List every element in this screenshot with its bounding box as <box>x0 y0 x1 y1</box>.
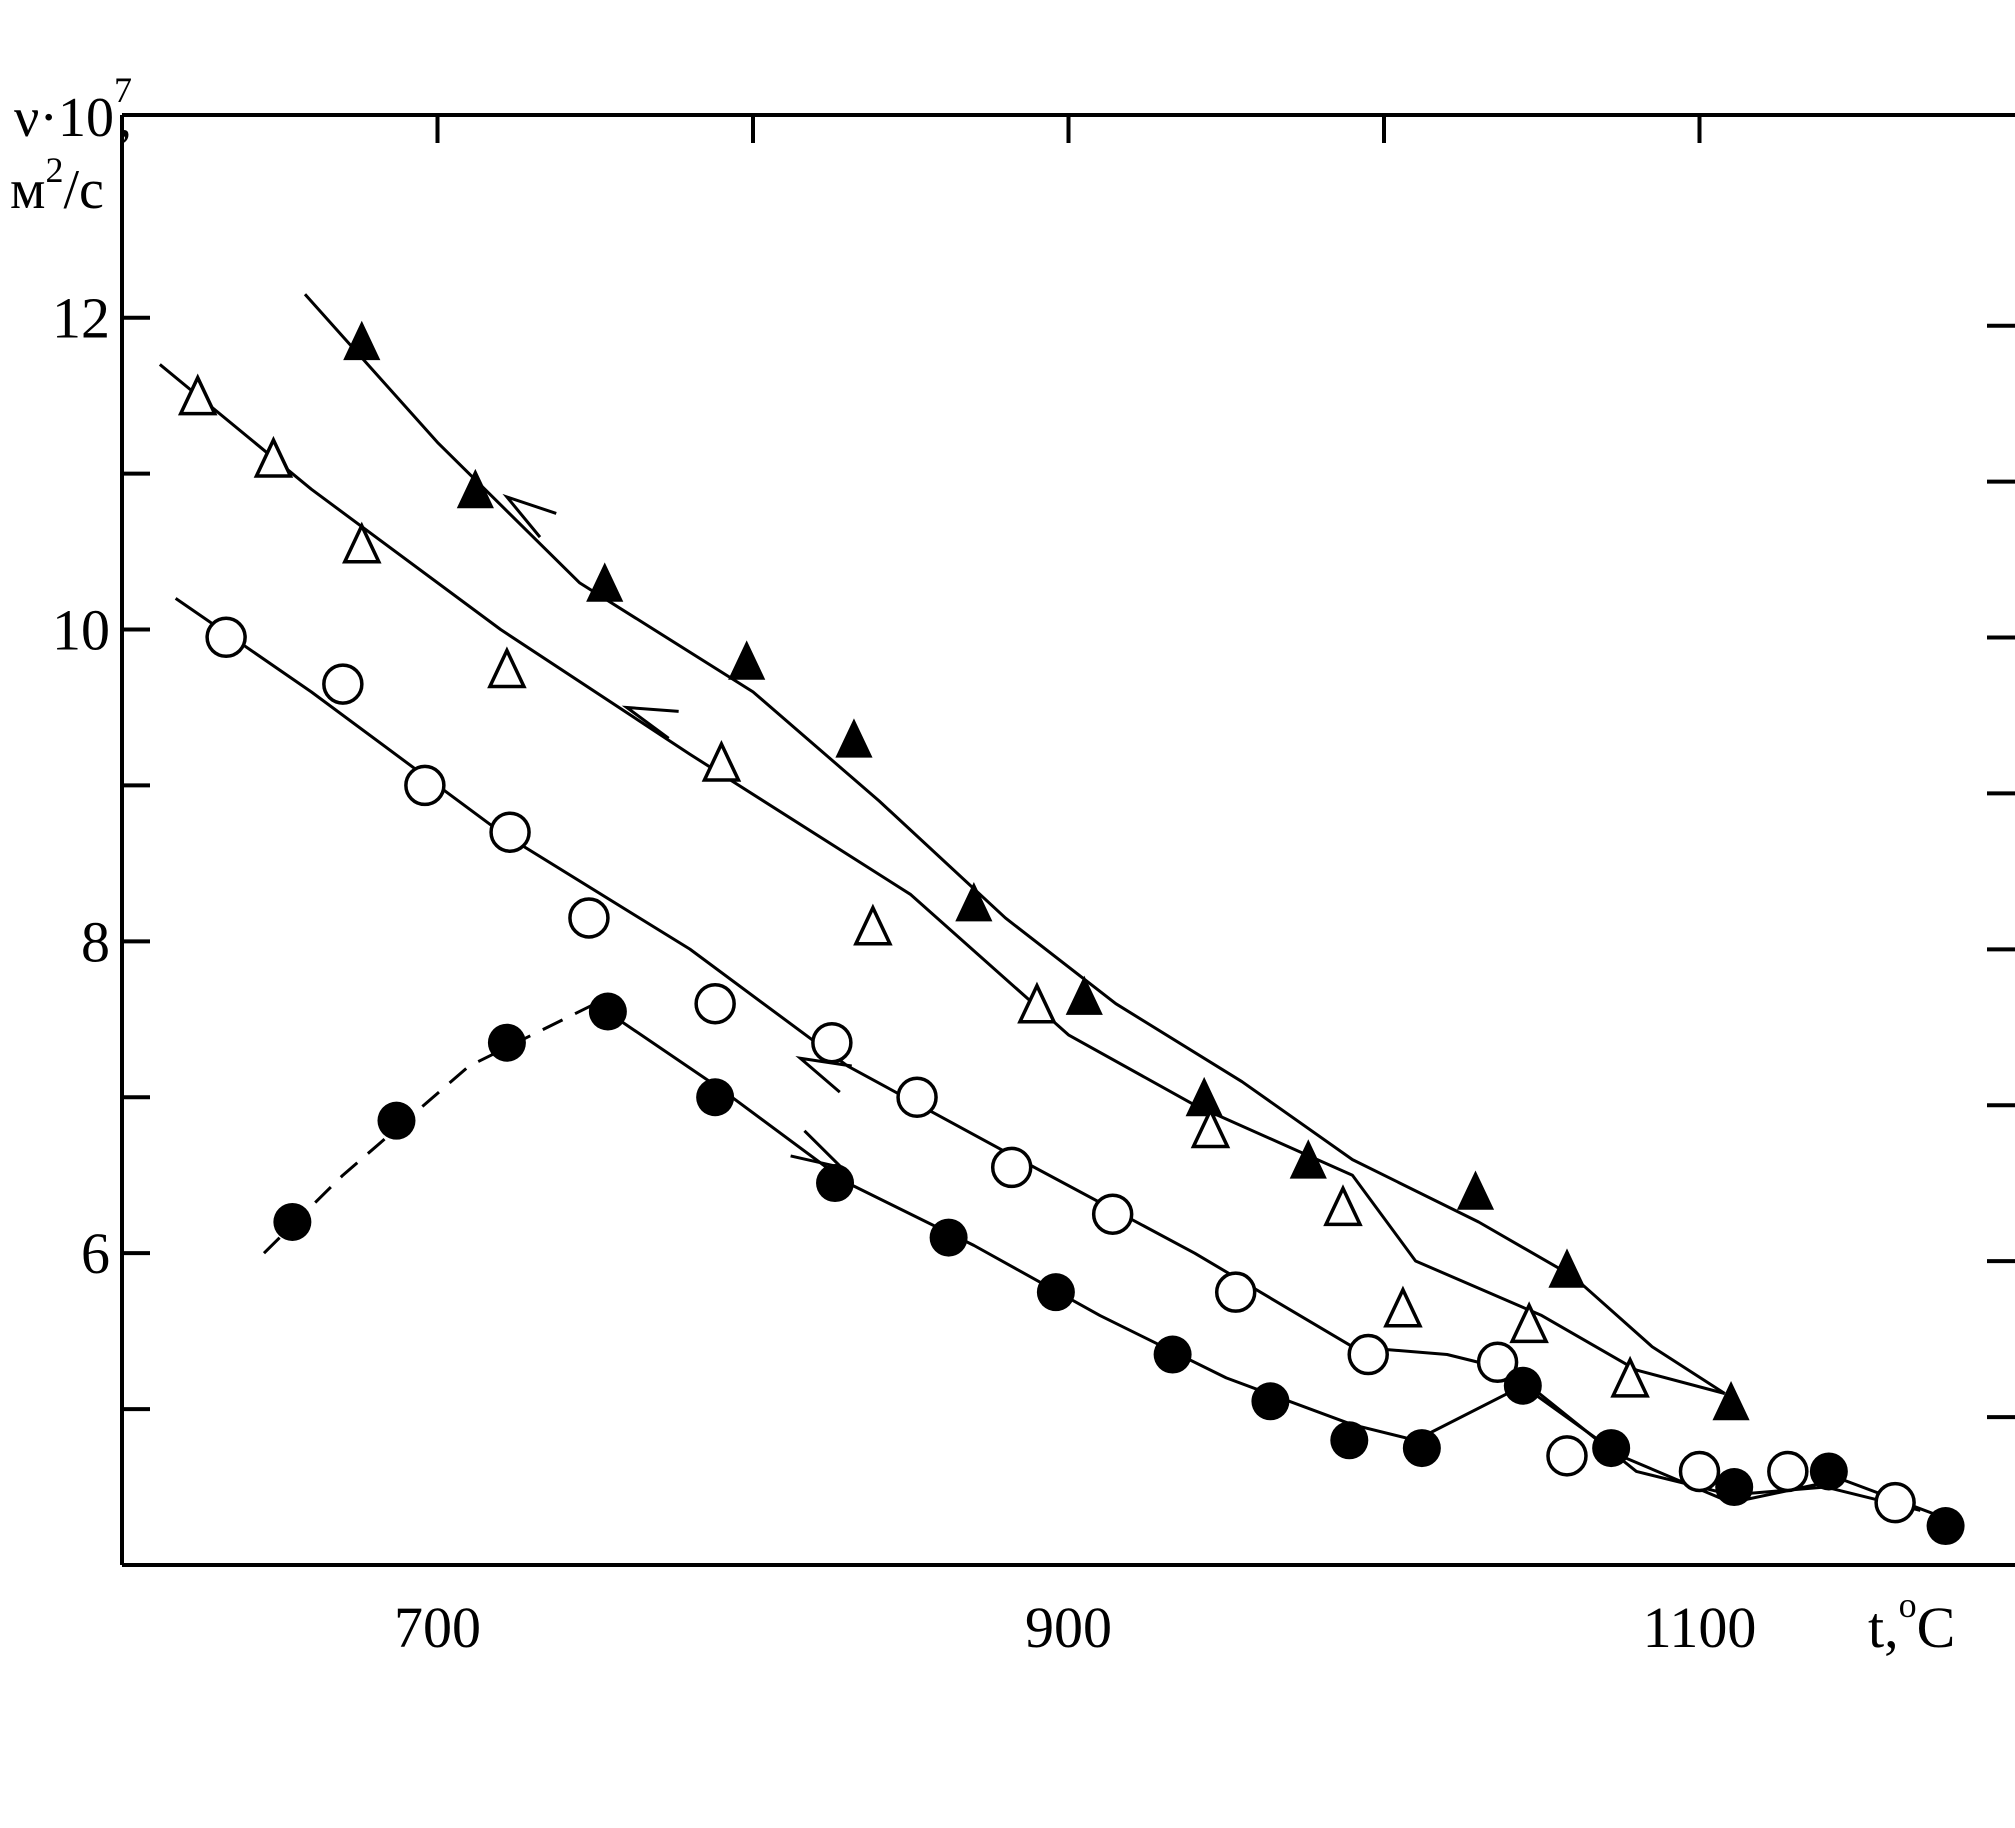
x-axis-title: t,oC <box>1868 1585 1955 1660</box>
open-triangle-point <box>1383 1285 1423 1328</box>
y-axis-title-line2: м2/с <box>10 150 104 221</box>
x-tick-label: 900 <box>1025 1595 1112 1660</box>
filled-circle-point <box>487 1023 526 1062</box>
open-circle-point <box>1347 1333 1389 1376</box>
open-circle-point <box>404 764 446 807</box>
y-axis-unit-m: м <box>10 159 45 221</box>
open-circle-point <box>1546 1435 1588 1477</box>
filled-circle-point <box>1592 1429 1631 1468</box>
data-points-layer <box>177 320 1965 1546</box>
filled-triangle-point <box>1065 975 1103 1015</box>
filled-circle-point <box>1402 1429 1441 1468</box>
open-circle-point <box>694 982 736 1025</box>
y-tick-label: 12 <box>52 286 110 351</box>
direction-arrow-series-2 <box>621 705 679 740</box>
filled-circle-point <box>929 1218 968 1257</box>
open-circle-point <box>990 1146 1033 1189</box>
filled-circle-point <box>1251 1382 1290 1421</box>
filled-triangle-point <box>955 882 993 922</box>
filled-triangle-point <box>456 468 494 509</box>
filled-triangle-point <box>1185 1076 1223 1117</box>
open-triangle-point <box>1017 981 1057 1024</box>
filled-circle-point <box>1715 1468 1754 1507</box>
arrows-layer <box>502 493 852 1171</box>
open-circle-point <box>1678 1450 1721 1493</box>
y-axis-unit-exponent: 2 <box>45 150 63 190</box>
tick-marks-layer <box>122 115 2015 1420</box>
x-axis-title-degree: o <box>1899 1585 1917 1625</box>
y-axis-title-main: ν·10 <box>14 87 114 149</box>
open-circle-point <box>1214 1271 1257 1313</box>
direction-arrow-series-1 <box>502 493 557 539</box>
y-tick-label: 6 <box>81 1221 110 1286</box>
filled-triangle-point <box>728 640 766 680</box>
curve-series-2 <box>158 363 1726 1395</box>
open-circle-point <box>1091 1193 1134 1235</box>
filled-triangle-point <box>343 320 381 361</box>
filled-circle-point <box>1809 1452 1848 1491</box>
filled-triangle-point <box>586 562 624 602</box>
y-tick-label: 8 <box>81 909 110 974</box>
filled-triangle-point <box>835 718 873 758</box>
filled-triangle-point <box>1289 1139 1327 1179</box>
open-circle-point <box>1874 1481 1916 1524</box>
curves-layer <box>158 293 1947 1520</box>
open-circle-point <box>489 811 531 853</box>
open-triangle-point <box>177 373 218 416</box>
y-axis-title-exponent: 7 <box>114 70 132 110</box>
open-circle-point <box>811 1021 853 1064</box>
open-circle-point <box>1767 1450 1809 1493</box>
filled-circle-point <box>1330 1421 1369 1460</box>
open-triangle-point <box>1323 1184 1363 1227</box>
open-triangle-point <box>1509 1301 1549 1344</box>
y-axis-title-line1: ν·107, <box>14 70 132 149</box>
open-triangle-point <box>253 435 294 478</box>
x-tick-label: 1100 <box>1643 1595 1757 1660</box>
curve-series-3 <box>174 597 1921 1512</box>
open-triangle-point <box>342 521 382 564</box>
open-triangle-point <box>1190 1106 1231 1149</box>
y-axis-title-comma: , <box>118 87 132 149</box>
y-axis-unit-rest: /с <box>63 159 103 221</box>
filled-triangle-point <box>1712 1380 1750 1421</box>
open-triangle-point <box>1610 1355 1650 1398</box>
x-axis-title-t: t, <box>1868 1595 1899 1660</box>
direction-arrow-series-3 <box>795 1056 852 1094</box>
filled-circle-point <box>696 1078 735 1117</box>
filled-circle-point <box>1503 1366 1542 1405</box>
x-tick-label: 700 <box>394 1595 481 1660</box>
open-circle-point <box>896 1076 938 1119</box>
filled-circle-point <box>588 992 627 1031</box>
open-triangle-point <box>487 646 527 689</box>
curve-series-4 <box>594 1002 1947 1520</box>
open-circle-point <box>205 616 247 659</box>
plot-frame-layer <box>120 113 2015 1567</box>
curve-dashed-series-4 <box>262 1002 596 1255</box>
filled-circle-point <box>1153 1335 1192 1374</box>
filled-circle-point <box>377 1101 416 1140</box>
open-circle-point <box>568 897 610 939</box>
open-circle-point <box>322 663 364 705</box>
filled-circle-point <box>273 1202 312 1241</box>
filled-triangle-point <box>1456 1170 1495 1210</box>
y-tick-label: 10 <box>52 598 110 663</box>
filled-circle-point <box>816 1164 855 1203</box>
filled-triangle-point <box>1548 1248 1586 1288</box>
open-triangle-point <box>853 903 893 946</box>
x-axis-title-unit: C <box>1917 1595 1956 1660</box>
open-triangle-point <box>701 739 742 782</box>
filled-circle-point <box>1036 1273 1075 1312</box>
filled-circle-point <box>1926 1507 1965 1546</box>
direction-arrow-series-4 <box>790 1129 847 1171</box>
open-circle-point <box>1476 1341 1519 1384</box>
tick-labels-layer: 700 900 1100 6 8 10 12 <box>52 286 1756 1660</box>
